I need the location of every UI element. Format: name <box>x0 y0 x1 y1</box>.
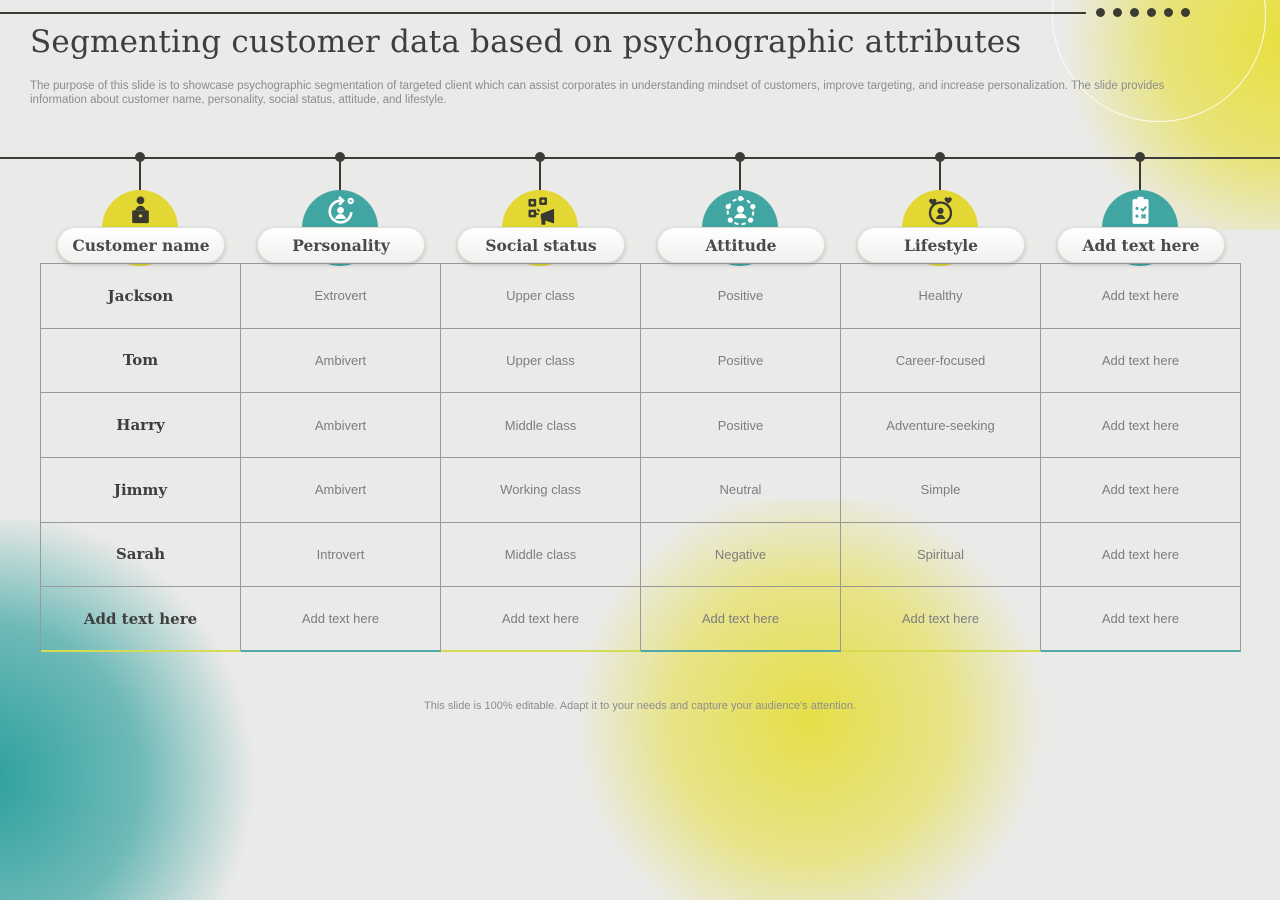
timeline-dot <box>135 152 145 162</box>
table-cell: Upper class <box>441 328 641 394</box>
table-cell: Add text here <box>1041 264 1241 329</box>
table-cell: Career-focused <box>841 328 1041 394</box>
table-cell: Add text here <box>841 587 1041 652</box>
ornament-dot <box>1130 8 1139 17</box>
table-cell: Positive <box>641 264 841 329</box>
customer-name-cell: Harry <box>41 393 241 458</box>
category-column-personality: Personality <box>240 150 440 268</box>
category-column-add-text-here: Add text here <box>1040 150 1240 268</box>
table-cell: Ambivert <box>241 457 441 523</box>
megaphone-currency-icon <box>522 190 559 235</box>
customer-name-cell: Tom <box>41 328 241 394</box>
timeline-line <box>0 157 1280 159</box>
category-column-lifestyle: Lifestyle <box>840 150 1040 268</box>
table-cell: Add text here <box>441 587 641 652</box>
header-dots-ornament <box>1096 8 1190 17</box>
timeline-dot <box>335 152 345 162</box>
timeline-dot <box>535 152 545 162</box>
person-network-icon <box>722 190 759 235</box>
podium-person-icon <box>122 190 159 235</box>
table-cell: Ambivert <box>241 328 441 394</box>
table-cell: Positive <box>641 393 841 458</box>
ornament-dot <box>1164 8 1173 17</box>
ornament-dot <box>1113 8 1122 17</box>
table-cell: Upper class <box>441 264 641 329</box>
table-cell: Neutral <box>641 457 841 523</box>
customer-name-cell: Sarah <box>41 522 241 588</box>
customer-name-cell: Add text here <box>41 587 241 652</box>
table-cell: Add text here <box>641 587 841 652</box>
timeline-connector <box>339 158 341 198</box>
page-title: Segmenting customer data based on psycho… <box>30 24 1022 60</box>
timeline-connector <box>539 158 541 198</box>
timeline-connector <box>739 158 741 198</box>
table-cell: Healthy <box>841 264 1041 329</box>
psychographic-table: Jackson Extrovert Upper class Positive Healt… <box>40 263 1241 652</box>
slide-description: The purpose of this slide is to showcase… <box>30 80 1165 106</box>
ornament-dot <box>1096 8 1105 17</box>
customer-name-cell: Jackson <box>41 264 241 329</box>
table-cell: Add text here <box>1041 393 1241 458</box>
timeline-dot <box>735 152 745 162</box>
category-column-social-status: Social status <box>440 150 640 268</box>
timeline-connector <box>1139 158 1141 198</box>
category-label: Lifestyle <box>857 227 1025 263</box>
category-label: Social status <box>457 227 625 263</box>
timeline-connector <box>139 158 141 198</box>
customer-name-cell: Jimmy <box>41 457 241 523</box>
ornament-dot <box>1147 8 1156 17</box>
top-divider-line <box>0 12 1086 14</box>
table-cell: Spiritual <box>841 522 1041 588</box>
table-cell: Add text here <box>1041 457 1241 523</box>
timeline-dot <box>1135 152 1145 162</box>
timeline-connector <box>939 158 941 198</box>
table-cell: Simple <box>841 457 1041 523</box>
person-refresh-icon <box>322 190 359 235</box>
table-cell: Ambivert <box>241 393 441 458</box>
table-cell: Add text here <box>1041 587 1241 652</box>
table-cell: Negative <box>641 522 841 588</box>
category-column-attitude: Attitude <box>640 150 840 268</box>
category-label: Customer name <box>57 227 225 263</box>
table-cell: Positive <box>641 328 841 394</box>
footer-note: This slide is 100% editable. Adapt it to… <box>424 700 856 712</box>
ornament-dot <box>1181 8 1190 17</box>
table-cell: Working class <box>441 457 641 523</box>
table-cell: Introvert <box>241 522 441 588</box>
table-cell: Middle class <box>441 393 641 458</box>
table-cell: Adventure-seeking <box>841 393 1041 458</box>
clipboard-check-icon <box>1122 190 1159 235</box>
category-column-customer-name: Customer name <box>40 150 240 268</box>
category-label: Add text here <box>1057 227 1225 263</box>
timeline-dot <box>935 152 945 162</box>
table-cell: Add text here <box>1041 328 1241 394</box>
category-label: Attitude <box>657 227 825 263</box>
table-cell: Middle class <box>441 522 641 588</box>
table-cell: Add text here <box>241 587 441 652</box>
table-cell: Add text here <box>1041 522 1241 588</box>
heart-face-icon <box>922 190 959 235</box>
category-label: Personality <box>257 227 425 263</box>
table-cell: Extrovert <box>241 264 441 329</box>
